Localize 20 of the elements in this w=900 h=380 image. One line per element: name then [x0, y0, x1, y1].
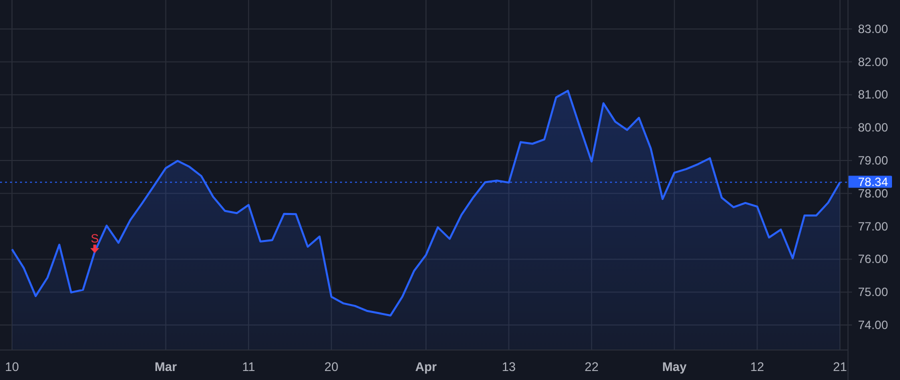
y-tick-label: 80.00 — [858, 120, 888, 135]
annotation: S — [90, 232, 99, 246]
y-tick-label: 75.00 — [858, 285, 888, 300]
x-tick-label: 13 — [502, 360, 516, 374]
y-tick-label: 79.00 — [858, 154, 888, 168]
y-tick-label: 77.00 — [858, 219, 888, 234]
x-tick-label: May — [662, 360, 687, 374]
y-tick-label: 82.00 — [858, 54, 888, 69]
y-tick-label: 83.00 — [858, 22, 888, 36]
y-tick-label: 74.00 — [858, 318, 888, 332]
y-tick-label: 81.00 — [858, 88, 888, 102]
x-tick-label: 20 — [324, 360, 338, 374]
x-tick-label: Apr — [415, 360, 437, 374]
x-tick-label: 12 — [750, 360, 764, 374]
x-tick-label: 10 — [5, 360, 19, 374]
y-tick-label: 76.00 — [858, 252, 888, 266]
x-tick-label: 22 — [584, 360, 599, 374]
x-tick-label: 11 — [242, 360, 256, 374]
x-tick-label: 21 — [833, 360, 847, 374]
x-tick-label: Mar — [154, 360, 178, 374]
